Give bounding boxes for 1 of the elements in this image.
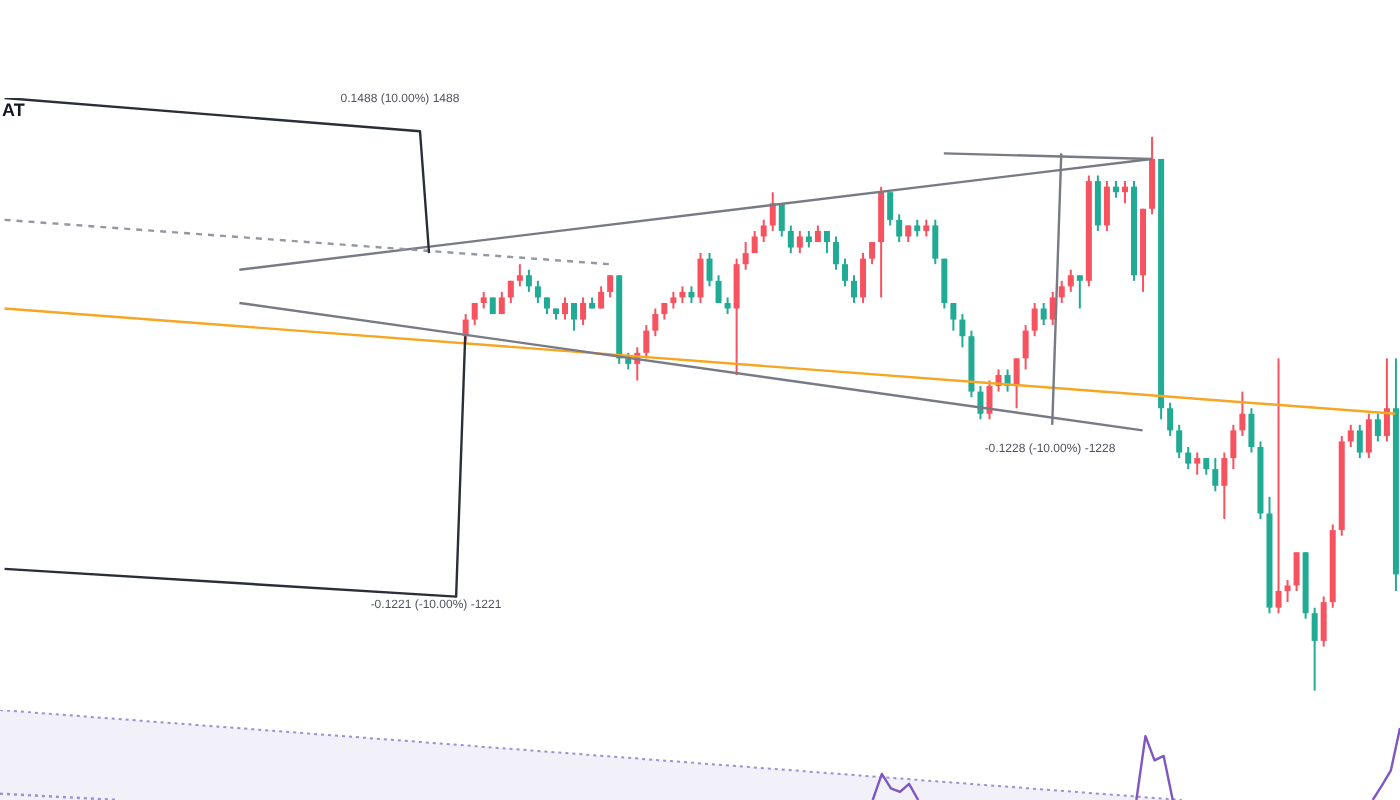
- text: AT: [2, 99, 25, 120]
